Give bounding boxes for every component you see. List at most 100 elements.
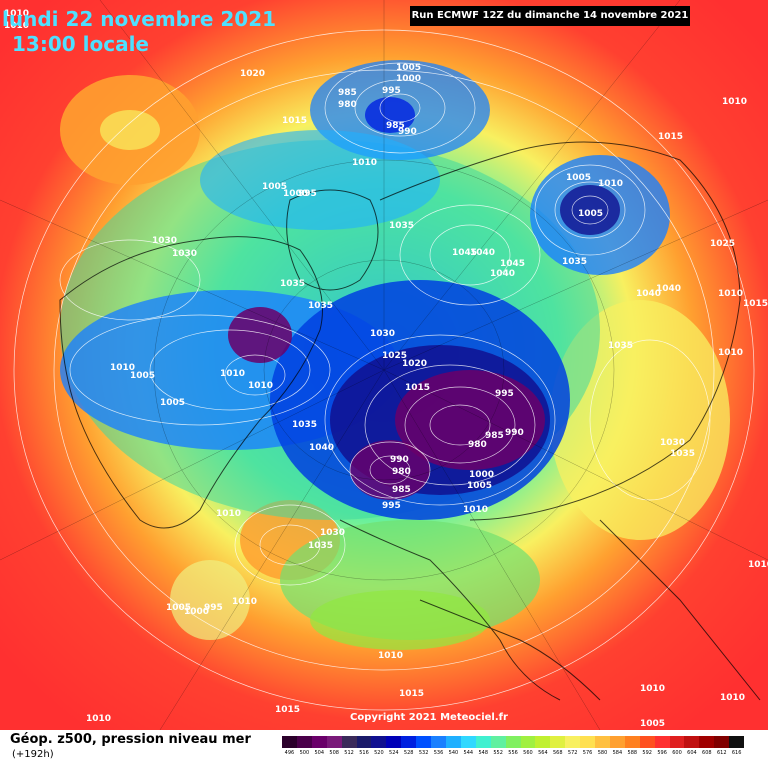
color-legend (282, 736, 745, 748)
legend-swatch (460, 736, 476, 748)
pressure-label: 1030 (370, 329, 395, 339)
legend-tick: 552 (493, 750, 503, 756)
pressure-labels: 1020101510051000995985980985990101010051… (4, 9, 768, 729)
legend-swatch (296, 736, 312, 748)
legend-tick: 604 (687, 750, 697, 756)
pressure-label: 1005 (467, 481, 492, 491)
deep-low (228, 307, 292, 363)
legend-swatch (311, 736, 327, 748)
legend-swatch (445, 736, 461, 748)
pressure-label: 1010 (4, 9, 29, 19)
legend-swatch (580, 736, 596, 748)
legend-swatch (714, 736, 730, 748)
warm-zone (170, 560, 250, 640)
pressure-label: 980 (338, 100, 357, 110)
isobars (13, 29, 755, 711)
legend-tick: 536 (433, 750, 444, 756)
pressure-label: 995 (382, 86, 401, 96)
pressure-label: 1020 (402, 359, 427, 369)
pressure-label: 980 (392, 467, 411, 477)
pressure-label: 1010 (232, 597, 257, 607)
pressure-label: 995 (495, 389, 514, 399)
legend-swatch (490, 736, 506, 748)
pressure-label: 1000 (396, 74, 421, 84)
legend-swatch (401, 736, 417, 748)
legend-swatch (699, 736, 715, 748)
run-info: Run ECMWF 12Z du dimanche 14 novembre 20… (410, 6, 690, 26)
pressure-label: 1040 (490, 269, 515, 279)
pressure-label: 1005 (396, 63, 421, 73)
legend-tick: 496 (284, 750, 295, 756)
pressure-label: 1010 (720, 693, 745, 703)
pressure-label: 990 (505, 428, 524, 438)
pressure-label: 1010 (248, 381, 273, 391)
pressure-label: 1030 (660, 438, 685, 448)
pressure-label: 1000 (283, 189, 308, 199)
pressure-label: 1040 (309, 443, 334, 453)
pressure-label: 995 (204, 603, 223, 613)
pressure-label: 990 (398, 127, 417, 137)
legend-tick: 576 (582, 750, 593, 756)
pressure-label: 1010 (216, 509, 241, 519)
pressure-label: 985 (392, 485, 411, 495)
pressure-label: 1035 (292, 420, 317, 430)
legend-swatch (356, 736, 372, 748)
coastlines (59, 141, 761, 701)
legend-tick: 500 (299, 750, 310, 756)
legend-tick: 556 (508, 750, 518, 756)
copyright-text: Copyright 2021 Meteociel.fr (350, 712, 508, 723)
legend-ticks: 496 500 504 508 512 516 520 524 528 532 536 540 544 5… (282, 750, 744, 756)
forecast-date: lundi 22 novembre 2021 (2, 7, 277, 31)
legend-swatch (282, 736, 297, 748)
pressure-label: 1005 (578, 209, 603, 219)
pressure-label: 995 (382, 501, 401, 511)
legend-tick: 608 (702, 750, 712, 756)
legend-tick: 616 (731, 750, 742, 756)
footer-bar: Géop. z500, pression niveau mer (+192h) … (0, 730, 768, 768)
pressure-label: 1040 (636, 289, 661, 299)
legend-swatch (595, 736, 610, 748)
legend-swatch (550, 736, 566, 748)
geopotential-map: 1020101510051000995985980985990101010051… (0, 0, 768, 730)
legend-tick: 532 (418, 750, 429, 756)
pressure-label: 1030 (320, 528, 345, 538)
legend-tick: 600 (672, 750, 682, 756)
legend-swatch (654, 736, 670, 748)
legend-tick: 516 (359, 750, 369, 756)
legend-swatch (505, 736, 521, 748)
legend-swatch (535, 736, 551, 748)
pressure-label: 1015 (275, 705, 300, 715)
pressure-label: 1005 (566, 173, 591, 183)
pressure-label: 1010 (110, 363, 135, 373)
footer-subtitle: (+192h) (12, 749, 54, 760)
legend-swatch (669, 736, 685, 748)
legend-tick: 524 (389, 750, 399, 756)
legend-swatch (475, 736, 491, 748)
legend-tick: 528 (403, 750, 414, 756)
pressure-label: 1010 (220, 369, 245, 379)
legend-tick: 568 (552, 750, 563, 756)
legend-tick: 520 (374, 750, 384, 756)
pressure-label: 1000 (469, 470, 494, 480)
pressure-label: 1035 (308, 541, 333, 551)
pressure-label: 1015 (743, 299, 768, 309)
pressure-label: 995 (298, 189, 317, 199)
pressure-label: 1030 (152, 236, 177, 246)
legend-swatch (565, 736, 581, 748)
legend-swatch (624, 736, 640, 748)
pressure-label: 1025 (710, 239, 735, 249)
legend-swatch (341, 736, 357, 748)
pressure-label: 1010 (86, 714, 111, 724)
pressure-label: 1015 (282, 116, 307, 126)
footer-title: Géop. z500, pression niveau mer (10, 732, 251, 747)
pressure-label: 1045 (452, 248, 477, 258)
pressure-label: 980 (468, 440, 487, 450)
legend-tick: 596 (657, 750, 667, 756)
pressure-label: 1030 (172, 249, 197, 259)
pressure-label: 1035 (670, 449, 695, 459)
legend-tick: 508 (329, 750, 339, 756)
legend-swatch (386, 736, 402, 748)
pressure-label: 1010 (4, 21, 29, 31)
pressure-label: 1005 (166, 603, 191, 613)
pressure-label: 1035 (562, 257, 587, 267)
